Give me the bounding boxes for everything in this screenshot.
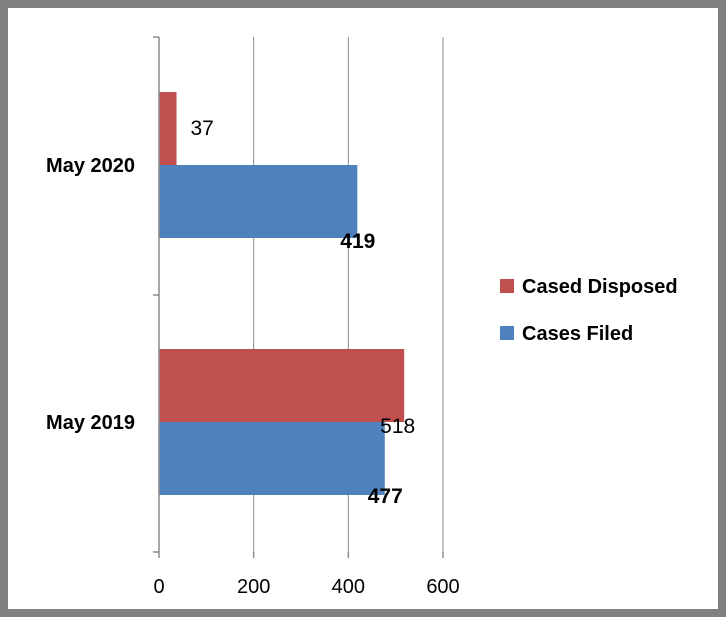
category-label-1: May 2020 bbox=[46, 155, 135, 177]
legend-swatch-1 bbox=[500, 279, 514, 293]
legend: Cased Disposed Cases Filed bbox=[500, 276, 678, 345]
bars bbox=[159, 92, 405, 495]
axes: 0 200 400 600 May 2019 May 2020 bbox=[46, 36, 460, 598]
x-tick-label-400: 400 bbox=[332, 576, 365, 598]
data-label-1-1: 37 bbox=[191, 117, 214, 140]
data-label-0-1: 419 bbox=[340, 230, 375, 253]
legend-label-0: Cases Filed bbox=[522, 323, 633, 345]
legend-label-1: Cased Disposed bbox=[522, 276, 678, 298]
x-tick-label-600: 600 bbox=[426, 576, 459, 598]
legend-swatch-0 bbox=[500, 326, 514, 340]
x-tick-label-0: 0 bbox=[153, 576, 164, 598]
data-label-0-0: 477 bbox=[368, 485, 403, 508]
category-label-0: May 2019 bbox=[46, 412, 135, 434]
bar-1-1 bbox=[159, 92, 177, 165]
bar-0-1 bbox=[159, 165, 358, 238]
bar-1-0 bbox=[159, 349, 405, 422]
data-labels: 477 419 518 37 bbox=[191, 117, 416, 508]
data-label-1-0: 518 bbox=[380, 415, 415, 438]
x-tick-label-200: 200 bbox=[237, 576, 270, 598]
bar-0-0 bbox=[159, 422, 385, 495]
